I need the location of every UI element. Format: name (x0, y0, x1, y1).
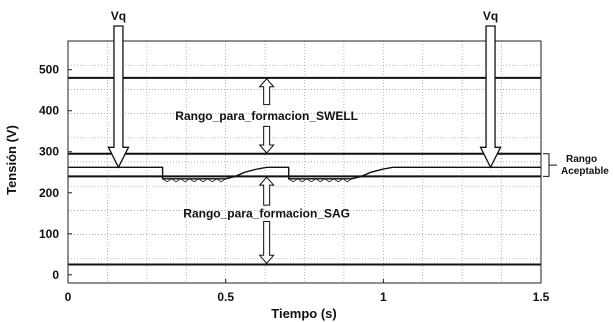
y-axis-title: Tensión (V) (4, 125, 19, 195)
vq-arrow-icon (479, 25, 502, 169)
y-tick-label: 300 (39, 145, 59, 159)
annotations: Vq Vq Rango_para_formacion_SWELL Rango_para… (107, 9, 609, 265)
y-tick-label: 100 (39, 227, 59, 241)
aceptable-label: Aceptable (561, 166, 609, 177)
range-arrow-icon (258, 77, 275, 106)
sag-range-label: Rango_para_formacion_SAG (183, 206, 350, 220)
x-tick-label: 0 (65, 290, 72, 304)
y-tick-label: 0 (52, 268, 59, 282)
sag-ripple (288, 178, 353, 183)
y-tick-label: 400 (39, 104, 59, 118)
x-tick-label: 0.5 (217, 290, 234, 304)
acceptable-bracket (543, 153, 557, 177)
y-ticks: 0 100 200 300 400 500 (39, 63, 72, 282)
x-axis-title: Tiempo (s) (271, 306, 337, 321)
plot-frame (67, 40, 542, 284)
vq-arrow-icon (107, 25, 130, 169)
y-tick-label: 200 (39, 186, 59, 200)
x-tick-label: 1 (380, 290, 387, 304)
rango-label: Rango (566, 154, 597, 165)
x-tick-label: 1.5 (533, 290, 550, 304)
y-tick-label: 500 (39, 63, 59, 77)
x-ticks: 0 0.5 1 1.5 (65, 279, 550, 304)
sag-ripple (162, 178, 226, 183)
range-arrow-icon (258, 176, 275, 206)
range-arrow-icon (258, 125, 275, 154)
vq-label: Vq (111, 9, 126, 23)
range-arrow-icon (258, 220, 275, 265)
swell-range-label: Rango_para_formacion_SWELL (175, 109, 358, 123)
vq-label: Vq (483, 9, 498, 23)
grid (68, 41, 541, 283)
plot-lines (68, 76, 541, 266)
series-line (68, 166, 541, 180)
